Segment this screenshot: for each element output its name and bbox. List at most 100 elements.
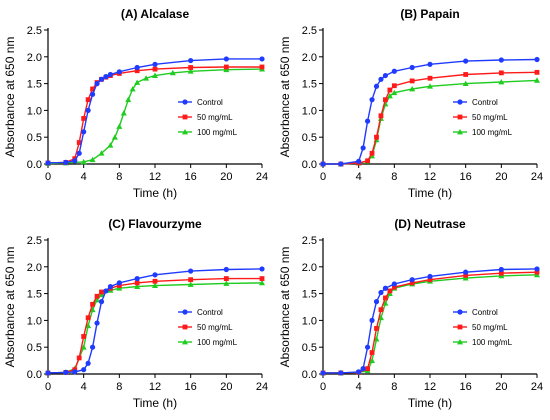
neutrase-data-point [360,366,366,372]
flavourzyme-data-point [223,276,229,281]
papain-data-point [383,97,388,103]
alcalase-data-point [116,69,122,75]
papain-legend-label: 100 mg/mL [472,128,513,137]
alcalase-x-axis-label: Time (h) [133,186,177,200]
alcalase-data-point [89,91,96,97]
neutrase-data-point [383,295,388,301]
alcalase-data-point [81,129,87,135]
alcalase-x-tick-label: 0 [45,171,51,183]
neutrase-y-tick-label: 0.5 [302,342,317,354]
papain-data-point [534,69,540,75]
flavourzyme-x-tick-label: 12 [149,381,161,393]
alcalase-data-point [98,150,105,156]
flavourzyme-data-point [81,334,87,339]
papain-legend-marker [457,99,463,105]
flavourzyme-x-tick-label: 8 [116,381,122,393]
papain-legend-label: 50 mg/mL [472,113,508,122]
neutrase-data-point [409,280,415,286]
papain-data-point [498,78,505,85]
flavourzyme-y-tick-label: 2.0 [27,262,42,274]
alcalase-x-tick-label: 24 [256,171,268,183]
alcalase-data-point [259,64,265,70]
flavourzyme-data-point [134,283,141,290]
flavourzyme-x-tick-label: 24 [256,381,268,393]
alcalase-data-point [223,56,229,62]
flavourzyme-data-point [259,266,265,272]
flavourzyme-data-point [259,279,265,286]
neutrase-data-point [369,350,375,355]
neutrase-data-point [369,357,376,363]
neutrase-data-point [387,288,393,294]
papain-data-point [498,70,504,76]
flavourzyme-data-point [116,283,122,288]
alcalase-data-point [85,107,91,113]
flavourzyme-y-tick-label: 1.0 [27,315,42,327]
neutrase-legend-marker [457,324,463,330]
papain-x-tick-label: 16 [460,171,472,183]
chart-papain: (B) Papain 0.0 0.5 1.0 1.5 2.0 2.5 0 4 8 12 16 20 24 T… [278,7,543,200]
neutrase-legend-label: 100 mg/mL [472,338,513,347]
neutrase-data-point [374,326,379,331]
papain-data-point [387,87,393,93]
alcalase-legend-marker [182,99,188,105]
neutrase-panel-title: (D) Neutrase [394,217,466,231]
papain-data-point [374,134,379,140]
neutrase-data-point [320,370,326,376]
papain-data-point [409,64,415,71]
alcalase-data-point [103,74,109,80]
papain-legend-marker [457,129,463,135]
alcalase-data-point [94,81,100,87]
chart-neutrase: (D) Neutrase 0.0 0.5 1.0 1.5 2.0 2.5 0 4 8 12 16 20 2… [278,217,543,410]
flavourzyme-data-point [94,297,101,303]
papain-data-point [391,83,397,89]
flavourzyme-data-point [223,280,230,286]
papain-y-tick-label: 0.0 [302,159,317,171]
papain-data-point [534,56,540,63]
papain-x-tick-label: 4 [356,171,362,183]
flavourzyme-data-point [259,276,265,281]
alcalase-x-tick-label: 4 [81,171,87,183]
alcalase-data-point [223,64,229,70]
flavourzyme-data-point [81,367,87,373]
flavourzyme-data-point [152,282,158,288]
alcalase-y-tick-label: 1.5 [27,79,42,91]
papain-x-tick-label: 8 [391,171,397,183]
neutrase-legend-label: Control [472,308,498,317]
alcalase-data-point [76,150,82,156]
alcalase-data-point [107,71,114,78]
papain-data-point [364,118,371,124]
papain-data-point [369,150,375,156]
flavourzyme-data-point [188,277,194,283]
flavourzyme-data-point [134,280,140,286]
flavourzyme-data-point [94,293,100,299]
neutrase-data-point [382,300,389,306]
flavourzyme-x-tick-label: 20 [220,381,232,393]
alcalase-data-point [134,68,140,74]
papain-panel-title: (B) Papain [400,7,459,21]
neutrase-data-point [378,289,384,296]
alcalase-x-tick-label: 20 [220,171,232,183]
alcalase-data-point [143,75,150,81]
neutrase-series-0 [320,266,540,376]
papain-y-tick-label: 2.0 [302,52,317,64]
flavourzyme-data-point [45,370,51,376]
papain-data-point [378,76,384,82]
alcalase-data-point [45,160,51,166]
flavourzyme-y-tick-label: 1.5 [27,289,42,301]
neutrase-y-tick-label: 1.0 [302,315,317,327]
flavourzyme-data-point [76,355,82,361]
papain-data-point [409,78,415,84]
neutrase-data-point [427,273,433,280]
flavourzyme-panel-title: (C) Flavourzyme [108,217,202,231]
flavourzyme-data-point [85,315,91,321]
alcalase-legend-label: 100 mg/mL [197,128,238,137]
papain-data-point [360,145,366,151]
flavourzyme-x-tick-label: 0 [45,381,51,393]
alcalase-data-point [90,86,95,92]
neutrase-data-point [534,269,540,275]
flavourzyme-data-point [107,284,114,290]
neutrase-y-axis-label: Absorbance at 650 nm [278,247,292,368]
alcalase-data-point [134,79,141,85]
neutrase-data-point [463,272,469,278]
